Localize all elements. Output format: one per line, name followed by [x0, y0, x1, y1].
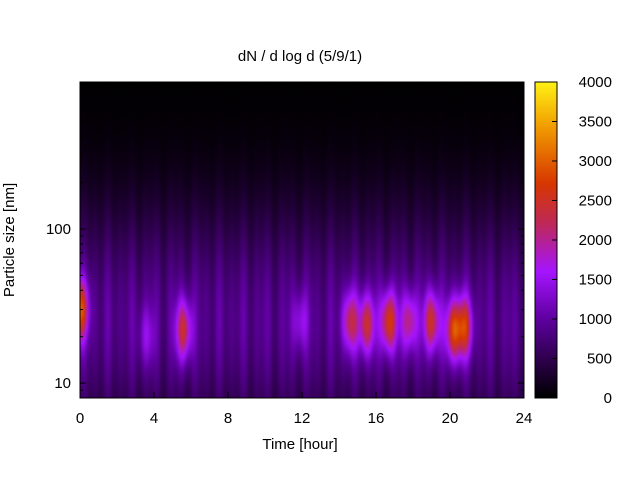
- colorbar-tick-label: 1500: [579, 272, 612, 289]
- colorbar-tick-label: 500: [587, 351, 612, 368]
- y-axis-ticks: 10 100: [46, 81, 524, 399]
- x-tick-label: 16: [368, 410, 385, 427]
- x-tick-label: 12: [294, 410, 311, 427]
- colorbar-tick-label: 1000: [579, 311, 612, 328]
- colorbar-tick-label: 0: [604, 390, 612, 407]
- colorbar-tick-label: 2500: [579, 193, 612, 210]
- x-tick-label: 0: [76, 410, 84, 427]
- colorbar-ticks: 0 500 1000 1500 2000 2500 3000 3500 4000: [552, 74, 612, 407]
- y-tick-label: 100: [46, 221, 71, 238]
- y-tick-label: 10: [54, 375, 71, 392]
- y-axis-label: Particle size [nm]: [1, 183, 18, 297]
- x-tick-label: 4: [150, 410, 158, 427]
- colorbar: [535, 82, 557, 398]
- colorbar-tick-label: 2000: [579, 232, 612, 249]
- x-tick-label: 24: [516, 410, 533, 427]
- x-tick-label: 20: [442, 410, 459, 427]
- x-axis-label: Time [hour]: [262, 436, 337, 453]
- x-axis-ticks: 0 4 8 12 16 20 24: [76, 82, 533, 427]
- colorbar-tick-label: 4000: [579, 74, 612, 91]
- heatmap-image: [80, 82, 524, 398]
- x-tick-label: 8: [224, 410, 232, 427]
- colorbar-tick-label: 3500: [579, 114, 612, 131]
- chart-title: dN / d log d (5/9/1): [238, 48, 362, 65]
- colorbar-tick-label: 3000: [579, 153, 612, 170]
